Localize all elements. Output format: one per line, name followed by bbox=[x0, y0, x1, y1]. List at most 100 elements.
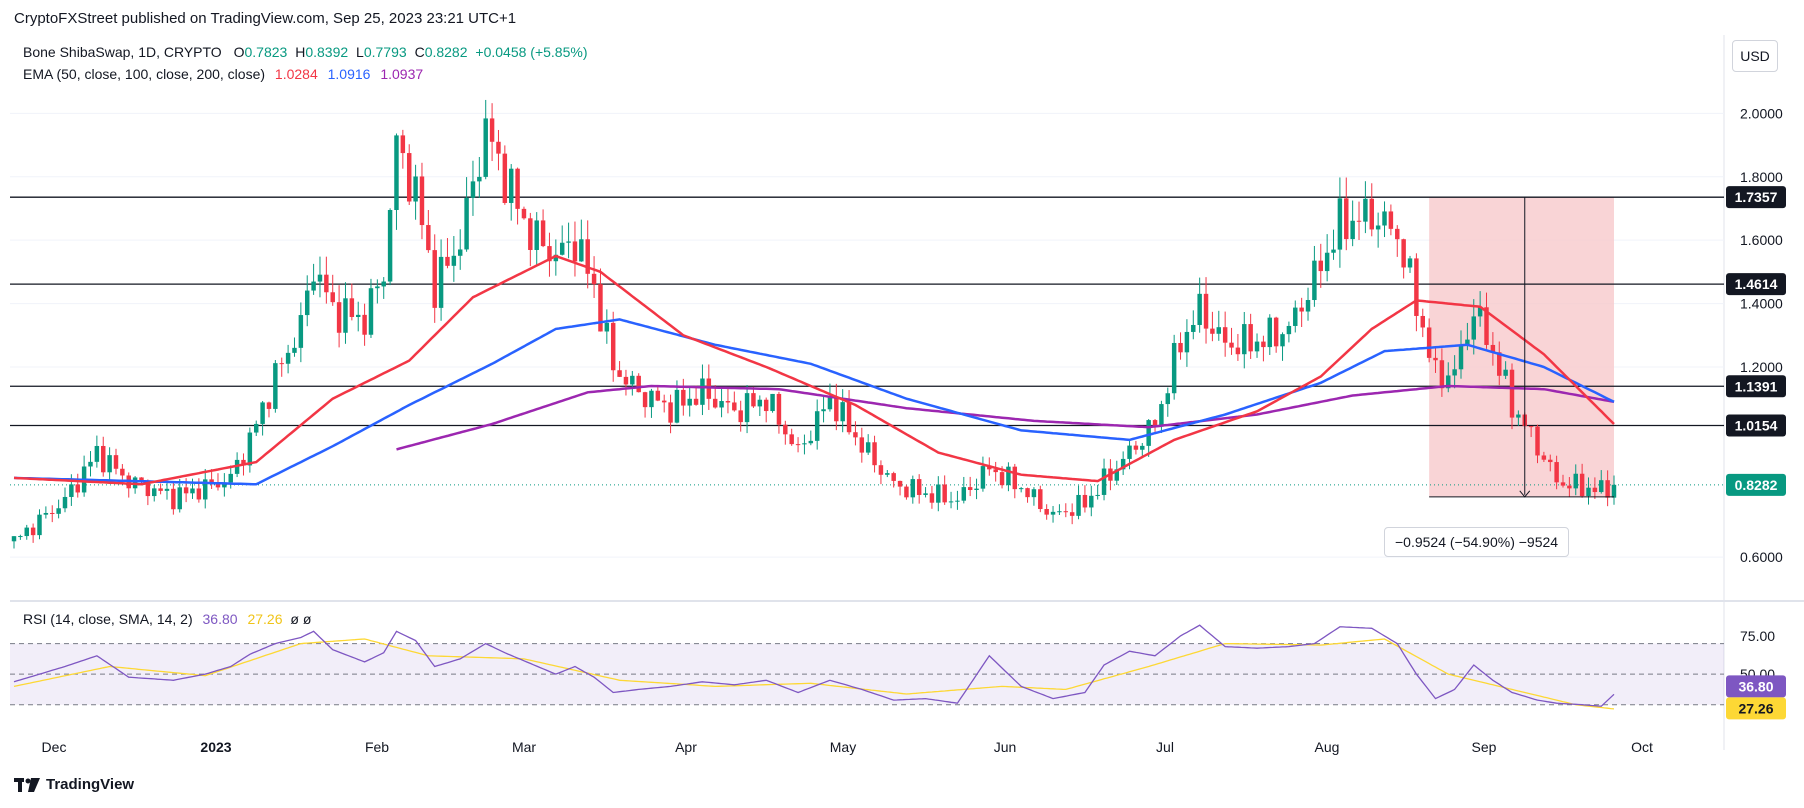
candle-body bbox=[228, 473, 233, 483]
candle-body bbox=[483, 118, 488, 177]
candle-body bbox=[885, 473, 890, 475]
candle-body bbox=[1076, 494, 1081, 516]
candle-body bbox=[897, 480, 903, 487]
candle-body bbox=[11, 536, 17, 542]
candle-body bbox=[821, 409, 826, 412]
tradingview-logo-icon bbox=[14, 777, 40, 792]
candle-body bbox=[1012, 466, 1018, 490]
candle-body bbox=[177, 487, 182, 510]
close-label: C bbox=[414, 44, 425, 60]
candle-body bbox=[961, 487, 967, 501]
candle-body bbox=[974, 488, 979, 490]
price-tick-label: 1.4000 bbox=[1740, 296, 1783, 312]
footer-brand[interactable]: TradingView bbox=[14, 776, 134, 793]
candle-body bbox=[783, 424, 788, 435]
candle-body bbox=[1069, 512, 1075, 516]
candle-body bbox=[349, 298, 355, 317]
candle-body bbox=[317, 274, 323, 282]
candle-body bbox=[1324, 252, 1330, 272]
candle-body bbox=[604, 322, 610, 332]
ema200-value: 1.0937 bbox=[380, 66, 424, 82]
level-label: 1.7357 bbox=[1735, 189, 1778, 205]
symbol-legend: Bone ShibaSwap, 1D, CRYPTO O0.7823 H0.83… bbox=[23, 44, 588, 60]
candle-body bbox=[1560, 482, 1566, 486]
candle-body bbox=[802, 443, 807, 445]
candle-body bbox=[763, 399, 769, 412]
candle-body bbox=[1203, 293, 1209, 329]
candle-body bbox=[1178, 342, 1183, 353]
candle-body bbox=[1433, 357, 1438, 361]
candle-body bbox=[1458, 345, 1464, 370]
candle-body bbox=[827, 397, 833, 410]
candle-body bbox=[948, 501, 954, 503]
candle-body bbox=[171, 488, 176, 510]
candle-body bbox=[457, 249, 463, 256]
candle-body bbox=[362, 314, 367, 335]
rsi-sma-line bbox=[13, 638, 1615, 710]
candle-body bbox=[999, 472, 1005, 486]
candle-body bbox=[674, 389, 680, 423]
candle-body bbox=[1235, 347, 1241, 355]
candle-body bbox=[1350, 220, 1355, 240]
candle-body bbox=[642, 392, 648, 408]
currency-button[interactable]: USD bbox=[1732, 40, 1778, 72]
candle-body bbox=[515, 168, 520, 209]
measure-range-box[interactable] bbox=[1429, 197, 1614, 497]
candle-body bbox=[744, 393, 750, 423]
price-tick-label: 1.2000 bbox=[1740, 359, 1783, 375]
candle-body bbox=[69, 484, 74, 497]
candle-body bbox=[470, 181, 476, 198]
time-tick-label: Apr bbox=[675, 739, 697, 755]
candle-body bbox=[400, 135, 406, 154]
candle-body bbox=[1535, 426, 1540, 456]
candle-body bbox=[770, 393, 775, 412]
candle-body bbox=[687, 398, 692, 406]
candle-body bbox=[789, 434, 794, 445]
candle-body bbox=[254, 423, 259, 433]
close-value: 0.8282 bbox=[424, 44, 468, 60]
candle-body bbox=[1465, 339, 1470, 346]
candle-body bbox=[1025, 488, 1030, 498]
candle-body bbox=[464, 197, 469, 250]
candle-body bbox=[368, 288, 374, 335]
candle-body bbox=[1497, 352, 1502, 376]
candle-body bbox=[222, 482, 227, 488]
candle-body bbox=[878, 465, 884, 475]
candle-body bbox=[1197, 293, 1202, 325]
candle-body bbox=[668, 402, 673, 423]
candle-body bbox=[266, 402, 272, 409]
candle-body bbox=[993, 469, 998, 473]
candle-body bbox=[681, 389, 686, 406]
candle-body bbox=[145, 481, 151, 497]
candle-body bbox=[158, 488, 163, 491]
candle-body bbox=[24, 527, 29, 537]
time-tick-label: Mar bbox=[512, 739, 536, 755]
time-tick-label: Feb bbox=[365, 739, 389, 755]
candle-body bbox=[336, 302, 342, 333]
candle-body bbox=[1165, 393, 1171, 405]
candle-body bbox=[298, 315, 304, 348]
candle-body bbox=[1541, 455, 1547, 460]
ema100-value: 1.0916 bbox=[327, 66, 371, 82]
candle-body bbox=[152, 488, 157, 497]
candle-body bbox=[840, 402, 845, 422]
candle-body bbox=[1395, 228, 1400, 240]
candle-body bbox=[292, 347, 297, 353]
candle-body bbox=[655, 390, 661, 401]
candle-body bbox=[1503, 369, 1508, 376]
candle-body bbox=[451, 255, 457, 266]
candle-body bbox=[375, 286, 380, 289]
footer-brand-label: TradingView bbox=[46, 776, 135, 793]
candle-body bbox=[751, 393, 756, 407]
candle-body bbox=[1133, 445, 1139, 450]
candle-body bbox=[1216, 327, 1222, 334]
change-value: +0.0458 (+5.85%) bbox=[475, 44, 588, 60]
ema50-line bbox=[13, 254, 1615, 486]
candle-body bbox=[394, 135, 399, 210]
candle-body bbox=[623, 376, 629, 385]
candle-body bbox=[1439, 360, 1445, 389]
candle-body bbox=[649, 390, 654, 408]
candle-body bbox=[1184, 331, 1190, 353]
candle-body bbox=[190, 488, 195, 494]
